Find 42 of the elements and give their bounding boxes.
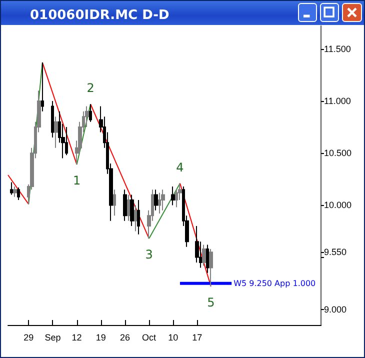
annotation: 4 xyxy=(176,160,184,174)
chart-title: 010060IDR.MC D-D xyxy=(30,8,170,23)
candlestick xyxy=(202,244,206,266)
candlestick xyxy=(89,104,92,122)
candlestick xyxy=(209,248,213,287)
candlestick xyxy=(130,194,134,227)
x-tick-label: Sep xyxy=(44,332,61,342)
x-tick-label: Oct xyxy=(142,332,157,342)
candlestick xyxy=(137,199,140,235)
y-tick-label: 10.500 xyxy=(324,148,352,158)
x-tick-label: 26 xyxy=(120,332,130,342)
candlestick xyxy=(17,186,20,200)
candlestick xyxy=(206,244,209,274)
candlestick xyxy=(123,189,127,222)
candlestick xyxy=(113,189,116,216)
candlestick xyxy=(171,186,175,206)
candlestick xyxy=(65,126,68,156)
annotation: 5 xyxy=(207,295,215,310)
x-tick-label: 12 xyxy=(72,332,82,342)
annotation: 3 xyxy=(145,248,153,262)
candlestick xyxy=(54,116,58,148)
annotation: W5 9.250 App 1.000 xyxy=(234,278,316,288)
x-tick-label: 17 xyxy=(192,332,202,342)
y-tick-label: 11.500 xyxy=(324,44,351,54)
annotation: 1 xyxy=(72,174,81,188)
y-tick-label: 9.550 xyxy=(324,247,347,258)
candlestick xyxy=(10,182,13,196)
y-tick-label: 9.000 xyxy=(324,304,347,314)
y-tick-label: 11.000 xyxy=(324,96,351,106)
y-tick-label: 10.000 xyxy=(324,200,352,210)
candlestick xyxy=(127,194,130,222)
candlestick xyxy=(154,189,158,211)
candlestick xyxy=(161,189,165,211)
candlestick xyxy=(41,62,44,112)
x-tick-label: 19 xyxy=(96,332,106,342)
x-tick-label: 29 xyxy=(24,332,34,342)
candlestick xyxy=(51,100,54,138)
candlestick xyxy=(134,204,137,232)
candlestick xyxy=(13,186,17,198)
annotation: 2 xyxy=(86,81,94,96)
x-tick-label: 10 xyxy=(168,332,178,342)
candlestick xyxy=(158,192,161,214)
